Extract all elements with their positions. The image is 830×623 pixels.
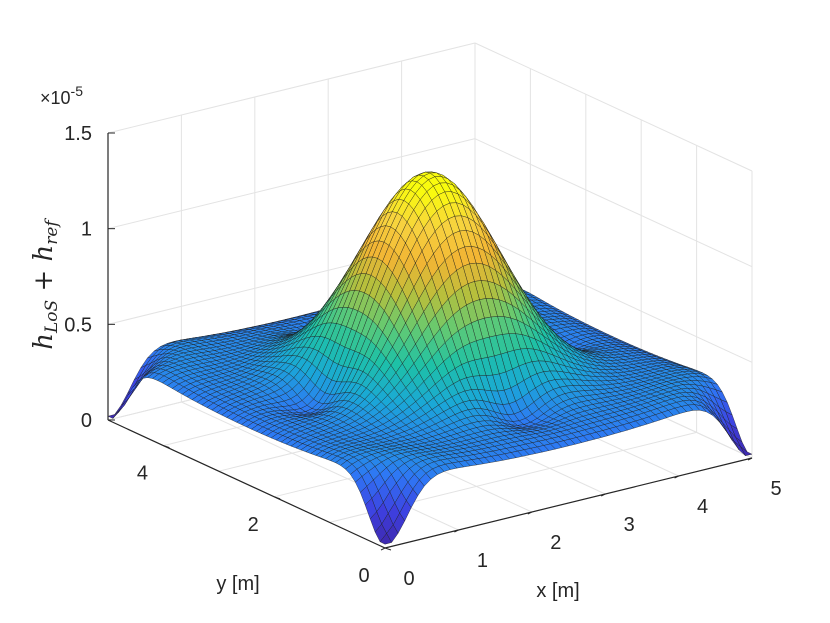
wall-gridline-z — [474, 233, 753, 363]
wall-gridline-z — [107, 42, 476, 134]
z-axis-label: hLoS + href — [29, 218, 62, 350]
wall-gridline-z — [474, 138, 753, 268]
tick-labels: 0 1 2 3 4 5 0 2 4 0 0.5 1 1.5 — [64, 123, 781, 590]
x-axis-label: x [m] — [536, 580, 579, 602]
wall-gridline-z — [474, 42, 753, 172]
x-tick-mark — [527, 511, 533, 515]
z-multiplier: ×10-5 — [40, 83, 83, 108]
y-tick-label: 0 — [358, 565, 369, 587]
x-tick-label: 0 — [403, 568, 414, 590]
y-axis-label: y [m] — [216, 573, 259, 595]
y-tick-mark — [384, 547, 392, 551]
x-tick-mark — [454, 529, 459, 533]
surface-patch — [379, 533, 392, 545]
x-tick-label: 3 — [624, 514, 635, 536]
x-tick-label: 1 — [477, 550, 488, 572]
surface-mesh — [107, 171, 753, 545]
z-tick-label: 0.5 — [64, 314, 92, 336]
wall-gridline-z — [107, 138, 476, 230]
surface-patch — [117, 397, 130, 414]
y-tick-label: 4 — [137, 463, 148, 485]
z-tick-label: 1 — [81, 219, 92, 241]
floor-gridline-x — [181, 401, 459, 531]
y-axis-line — [107, 419, 386, 549]
x-tick-label: 5 — [770, 478, 781, 500]
y-tick-mark — [163, 445, 170, 449]
y-tick-label: 2 — [248, 514, 259, 536]
z-tick-label: 0 — [81, 410, 92, 432]
x-axis-line — [384, 457, 753, 549]
x-tick-label: 2 — [550, 532, 561, 554]
x-tick-mark — [380, 547, 386, 551]
z-exponent: -5 — [71, 83, 84, 99]
y-tick-mark — [274, 496, 281, 500]
axes-lines — [107, 132, 753, 551]
x-tick-mark — [674, 475, 679, 479]
x-tick-label: 4 — [697, 496, 708, 518]
z-tick-label: 1.5 — [64, 123, 92, 145]
x-tick-mark — [600, 493, 606, 497]
svg-text:hLoS + href: hLoS + href — [29, 218, 62, 350]
x-tick-mark — [747, 457, 753, 461]
